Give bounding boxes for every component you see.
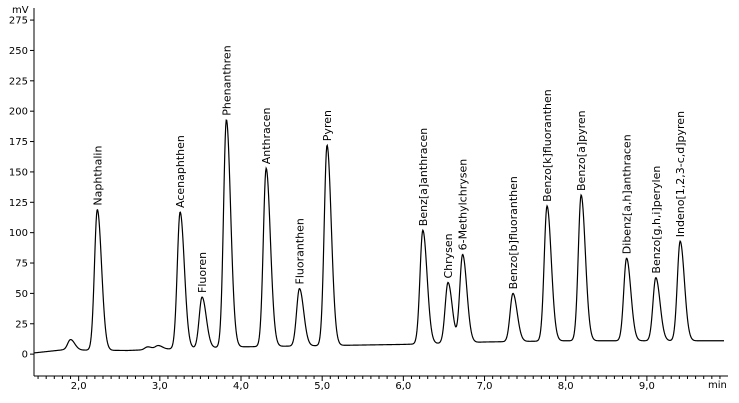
x-tick-label: 4,0 <box>233 381 249 392</box>
x-tick-label: 2,0 <box>71 381 87 392</box>
x-tick-label: 7,0 <box>477 381 493 392</box>
y-tick-label: 225 <box>9 76 28 87</box>
peak-label: Fluoren <box>196 252 209 293</box>
peak-label: Benzo[g,h,i]perylen <box>650 166 663 274</box>
y-tick-label: 250 <box>9 46 28 57</box>
axes <box>33 8 728 377</box>
x-tick-label: 8,0 <box>558 381 574 392</box>
peak-labels: Naphthalin Acenaphthen Fluoren Phenanthren A… <box>91 45 687 293</box>
peak-label: Phenanthren <box>220 45 233 115</box>
peak-label: Benz[a]anthracen <box>417 128 430 226</box>
peak-label: Benzo[b]fluoranthen <box>507 176 520 289</box>
peak-label: Fluoranthen <box>293 218 306 284</box>
peak-label: Acenaphthen <box>174 135 187 208</box>
y-tick-label: 125 <box>9 198 28 209</box>
peak-label: Indeno[1,2,3-c,d]pyren <box>674 111 687 237</box>
y-tick-label: 50 <box>15 289 28 300</box>
chromatogram-line <box>33 119 724 354</box>
peak-label: Chrysen <box>442 233 455 278</box>
peak-label: Anthracen <box>260 107 273 164</box>
peak-label: 6-Methylchrysen <box>457 159 470 251</box>
y-axis-ticks: 0 25 50 75 100 125 150 175 200 225 250 275 <box>9 16 34 361</box>
y-tick-label: 275 <box>9 16 28 27</box>
y-tick-label: 100 <box>9 228 28 239</box>
y-tick-label: 75 <box>15 259 28 270</box>
x-axis-unit-label: min <box>708 380 727 391</box>
peak-label: Dibenz[a,h]anthracen <box>621 134 634 254</box>
y-tick-label: 150 <box>9 167 28 178</box>
x-tick-label: 3,0 <box>152 381 168 392</box>
y-tick-label: 25 <box>15 319 28 330</box>
y-tick-label: 0 <box>22 350 28 361</box>
y-tick-label: 200 <box>9 107 28 118</box>
x-axis-ticks: 2,0 3,0 4,0 5,0 6,0 7,0 8,0 9,0 <box>37 376 721 392</box>
peak-label: Pyren <box>321 110 334 141</box>
x-tick-label: 6,0 <box>395 381 411 392</box>
peak-label: Benzo[k]fluoranthen <box>541 89 554 202</box>
peak-label: Naphthalin <box>91 146 104 206</box>
x-tick-label: 5,0 <box>314 381 330 392</box>
x-tick-label: 9,0 <box>639 381 655 392</box>
y-tick-label: 175 <box>9 137 28 148</box>
y-axis-unit-label: mV <box>12 5 29 16</box>
peak-label: Benzo[a]pyren <box>575 110 588 191</box>
chromatogram-trace <box>33 119 724 354</box>
